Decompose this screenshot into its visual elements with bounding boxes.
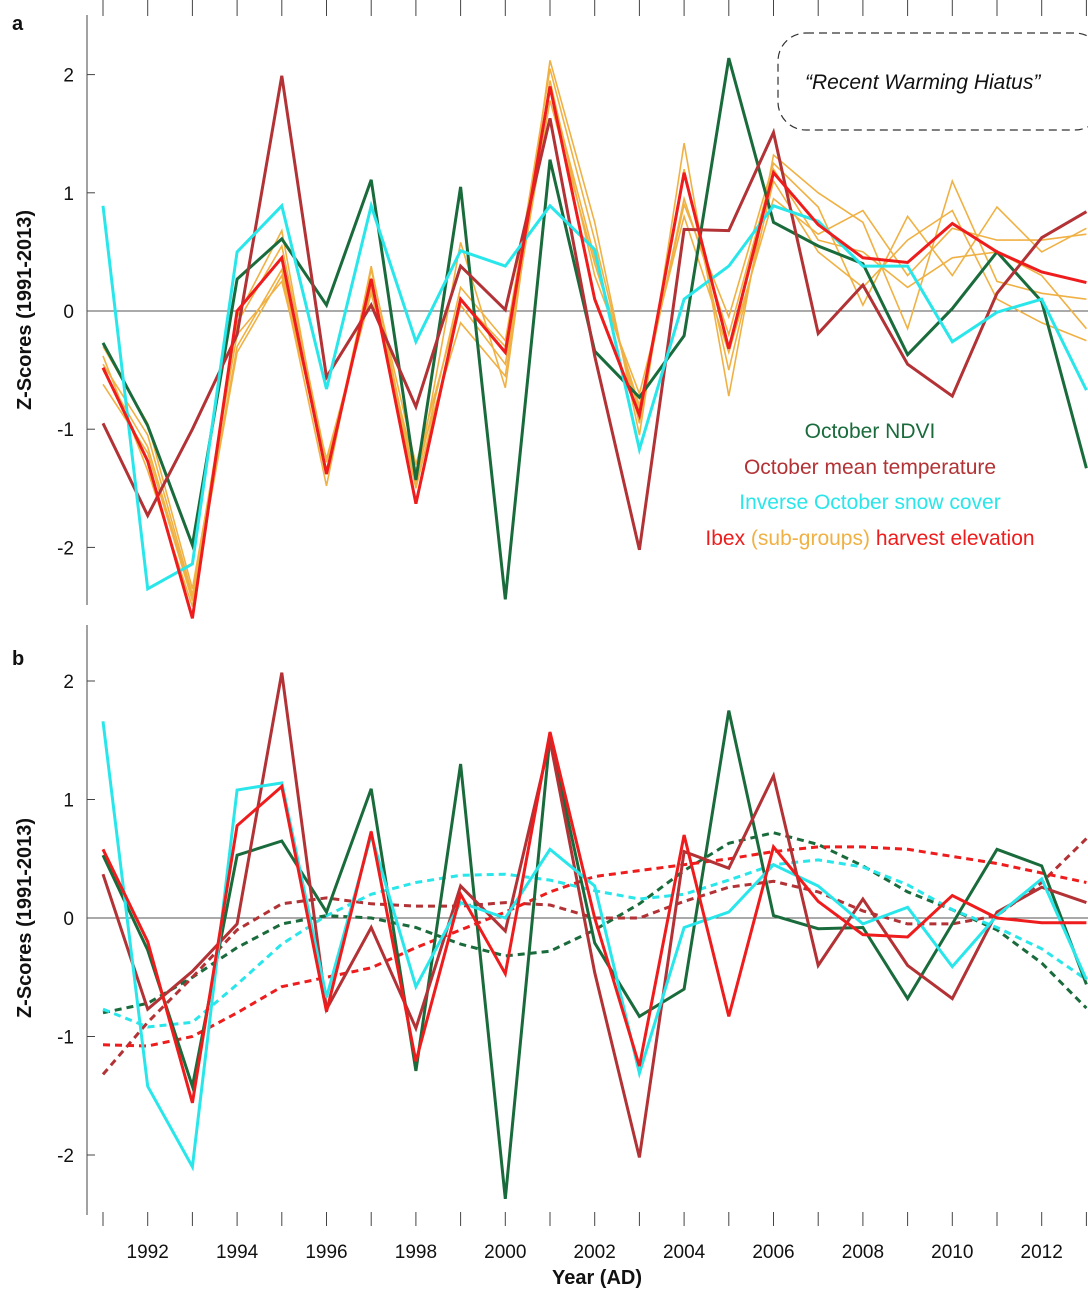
y-tick-label: 1 <box>63 791 74 812</box>
y-tick-label: 0 <box>63 302 74 323</box>
x-tick-label: 1994 <box>216 1242 259 1263</box>
x-axis-label: Year (AD) <box>552 1267 642 1289</box>
x-tick-label: 1996 <box>305 1242 347 1263</box>
legend-snow: Inverse October snow cover <box>739 491 1000 514</box>
hiatus-box <box>777 32 1088 131</box>
series-line-ibex <box>101 731 1087 1104</box>
series-line-ndvi_trend <box>102 831 1088 1015</box>
legend-temperature: October mean temperature <box>744 456 996 479</box>
series-line-snow <box>101 200 1088 592</box>
series-line-sub5 <box>102 86 1088 598</box>
x-tick-label: 1998 <box>395 1242 437 1263</box>
y-tick-label: 1 <box>63 184 74 205</box>
x-tick-label: 2008 <box>842 1242 884 1263</box>
y-tick-label: -1 <box>57 1028 74 1049</box>
top-tick-marks <box>102 0 1087 16</box>
y-tick-label: 2 <box>63 672 74 693</box>
panel-b-y-axis-label: Z-Scores (1991-2013) <box>14 818 36 1018</box>
legend-ndvi-label: October NDVI <box>805 420 936 443</box>
x-tick-label: 2012 <box>1021 1242 1063 1263</box>
series-line-ibex_trend <box>102 845 1087 1048</box>
hiatus-label: “Recent Warming Hiatus” <box>805 71 1041 94</box>
panel-a: a 2 1 0 -1 -2 Z-Scores (1991-2013) “Recent W… <box>12 13 1088 619</box>
legend-snow-label: Inverse October snow cover <box>739 491 1000 514</box>
series-line-temp_trend <box>101 837 1088 1076</box>
panel-b-y-ticks: 2 1 0 -1 -2 <box>57 672 95 1167</box>
x-tick-label: 2004 <box>663 1242 706 1263</box>
x-tick-label: 2002 <box>574 1242 616 1263</box>
y-tick-label: -2 <box>57 538 74 559</box>
legend-temperature-label: October mean temperature <box>744 456 996 479</box>
panel-label-b: b <box>12 648 24 670</box>
y-tick-label: 2 <box>63 66 74 87</box>
series-line-sub1 <box>102 60 1087 601</box>
x-axis: 1992 1994 1996 1998 2000 2002 2004 2006 2008 2010… <box>102 1212 1087 1263</box>
y-tick-label: -1 <box>57 420 74 441</box>
panel-a-y-axis-label: Z-Scores (1991-2013) <box>14 210 36 410</box>
legend-subgroups-label: (sub-groups) <box>751 527 870 550</box>
legend-harvest-label: harvest elevation <box>870 527 1035 550</box>
y-tick-label: -2 <box>57 1146 74 1167</box>
y-tick-label: 0 <box>63 909 74 930</box>
x-tick-label: 2010 <box>931 1242 973 1263</box>
series-line-ibex <box>101 86 1087 619</box>
panel-label-a: a <box>12 13 24 35</box>
series-line-ndvi <box>101 710 1088 1199</box>
legend-ndvi: October NDVI <box>805 420 936 443</box>
x-tick-label: 2000 <box>484 1242 526 1263</box>
warming-hiatus-annotation: “Recent Warming Hiatus” <box>777 32 1088 131</box>
series-line-temp <box>101 75 1088 551</box>
series-line-snow <box>101 721 1088 1172</box>
panel-b: b 2 1 0 -1 -2 Z-Scores (1991-2013) <box>12 625 1088 1215</box>
panel-a-series <box>101 57 1088 619</box>
x-tick-label: 2006 <box>752 1242 794 1263</box>
panel-b-series <box>101 672 1088 1199</box>
legend: October NDVI October mean temperature In… <box>705 420 1034 550</box>
x-tick-label: 1992 <box>127 1242 169 1263</box>
series-line-temp <box>101 672 1087 1158</box>
series-line-sub2 <box>102 100 1087 595</box>
series-line-sub4 <box>102 80 1087 590</box>
legend-ibex-label: Ibex <box>705 527 751 550</box>
panel-a-y-ticks: 2 1 0 -1 -2 <box>57 66 95 559</box>
legend-ibex: Ibex (sub-groups) harvest elevation <box>705 527 1034 550</box>
series-line-sub3 <box>102 68 1087 607</box>
